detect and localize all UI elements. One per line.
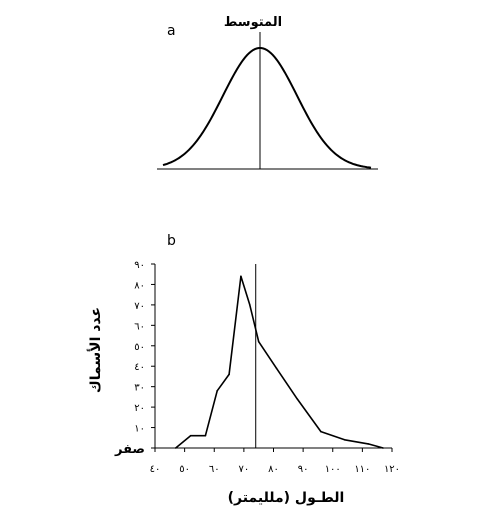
data-point [204, 434, 207, 437]
mean-label: المتوسط [224, 15, 282, 30]
x-tick-label: ٧٠ [239, 464, 250, 475]
data-point [343, 439, 346, 441]
y-tick-label: ٧٠ [134, 301, 145, 312]
y-tick-label: صفر [114, 442, 145, 457]
normal-curve-plot [157, 32, 378, 170]
x-tick-label: ٨٠ [268, 464, 279, 475]
data-point [382, 447, 384, 449]
y-tick-label: ٥٠ [134, 342, 145, 353]
data-point [228, 373, 230, 376]
data-point [367, 443, 370, 445]
x-axis-title: الطـول (ملليمتر) [228, 490, 345, 506]
x-tick-label: ٥٠ [179, 464, 190, 475]
panel-b-letter: b [167, 233, 176, 249]
data-point [174, 447, 177, 449]
data-point [257, 340, 260, 343]
y-axis-title: عدد الأسماك [87, 307, 104, 393]
data-point [275, 367, 278, 370]
panel-b: b صفر ١٠ ٢٠ ٣٠ ٤٠ ٥٠ ٦٠ ٧٠ ٨٠ ٩٠ ٤٠ ٥٠ ٦٠ ٧٠ ٨٠ ٩٠ ١٠٠ ١١… [87, 233, 400, 506]
y-tick-label: ١٠ [134, 424, 145, 435]
x-tick-label: ١٢٠ [384, 464, 400, 475]
frequency-line [175, 275, 384, 449]
y-tick-label: ٣٠ [134, 383, 145, 394]
panel-a: a المتوسط [157, 15, 378, 170]
panel-a-letter: a [167, 23, 176, 39]
x-tick-label: ٦٠ [209, 464, 220, 475]
y-tick-label: ٤٠ [134, 362, 145, 373]
x-tick-label: ١٠٠ [325, 464, 341, 475]
data-point [240, 275, 242, 278]
length-frequency-plot: صفر ١٠ ٢٠ ٣٠ ٤٠ ٥٠ ٦٠ ٧٠ ٨٠ ٩٠ ٤٠ ٥٠ ٦٠ ٧٠ ٨٠ ٩٠ ١٠٠ ١١٠ ١… [114, 260, 400, 475]
y-tick-label: ٨٠ [134, 280, 145, 291]
normal-curve [162, 47, 372, 169]
data-point [249, 304, 251, 306]
x-tick-label: ٤٠ [150, 464, 161, 475]
y-tick-label: ٢٠ [134, 403, 145, 414]
data-point [216, 390, 218, 392]
data-point [296, 398, 299, 400]
x-tick-label: ٩٠ [298, 464, 309, 475]
data-point [320, 430, 322, 433]
y-tick-label: ٩٠ [134, 260, 145, 271]
data-point [189, 434, 192, 437]
y-tick-label: ٦٠ [134, 321, 145, 332]
x-tick-label: ١١٠ [354, 464, 370, 475]
